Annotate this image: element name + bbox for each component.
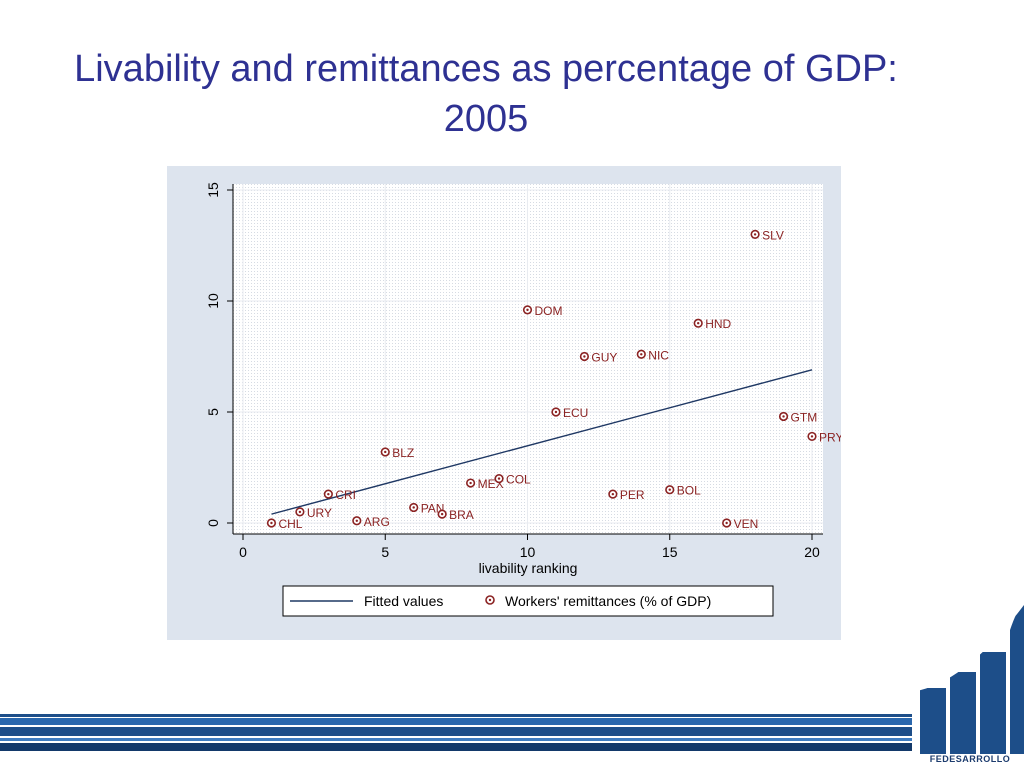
point-label-blz: BLZ [392, 446, 414, 460]
legend-label-fitted-values: Fitted values [364, 593, 443, 609]
point-center-hnd [697, 322, 700, 325]
slide-title: Livability and remittances as percentage… [74, 48, 898, 140]
point-center-guy [583, 355, 586, 358]
y-tick-label-15: 15 [205, 182, 221, 198]
point-center-ecu [554, 410, 558, 414]
point-label-slv: SLV [762, 228, 784, 242]
point-center-per [611, 492, 615, 496]
point-label-dom: DOM [535, 304, 563, 318]
point-center-gtm [782, 415, 785, 418]
axis-ticks: 0 5 10 15 20 0 5 10 15 [205, 182, 820, 560]
point-label-pry: PRY [819, 430, 841, 444]
point-label-arg: ARG [364, 515, 390, 529]
legend: Fitted values Workers' remittances (% of… [282, 585, 774, 617]
point-label-guy: GUY [591, 351, 617, 365]
point-center-mex [469, 481, 472, 485]
x-axis-label: livability ranking [479, 560, 578, 576]
point-center-ven [725, 521, 728, 525]
point-label-ecu: ECU [563, 406, 588, 420]
y-tick-label-0: 0 [205, 519, 221, 527]
point-label-hnd: HND [705, 317, 731, 331]
x-tick-label-5: 5 [381, 544, 389, 560]
point-label-chl: CHL [278, 517, 302, 531]
point-center-bra [440, 512, 444, 516]
x-tick-label-20: 20 [804, 544, 820, 560]
point-center-nic [640, 353, 643, 356]
point-center-slv [753, 233, 757, 236]
footer-stripes [0, 714, 912, 751]
point-label-col: COL [506, 473, 531, 487]
x-tick-label-15: 15 [662, 544, 678, 560]
point-center-blz [384, 450, 387, 454]
point-center-bol [668, 488, 671, 491]
fedesarrollo-logo [916, 600, 1024, 754]
point-center-chl [270, 521, 273, 525]
point-label-ury: URY [307, 506, 332, 520]
brand-name: FEDESARROLLO [929, 754, 1011, 764]
point-label-gtm: GTM [791, 410, 818, 424]
point-center-col [497, 477, 501, 480]
legend-box [282, 585, 774, 617]
y-tick-label-5: 5 [205, 408, 221, 416]
point-label-nic: NIC [648, 348, 669, 362]
point-label-cri: CRI [335, 488, 356, 502]
point-center-pry [810, 435, 814, 438]
point-label-per: PER [620, 488, 645, 502]
fitted-values-line [271, 369, 813, 515]
legend-swatch-marker-dot [488, 598, 492, 602]
x-tick-label-10: 10 [520, 544, 536, 560]
legend-label-remittances: Workers' remittances (% of GDP) [505, 593, 711, 609]
point-center-dom [526, 308, 529, 312]
chart-panel: 0 5 10 15 20 0 5 10 15 CHL URY CRI ARG BLZ PAN BRA MEX C… [167, 166, 841, 640]
point-label-bra: BRA [449, 508, 474, 522]
x-tick-label-0: 0 [239, 544, 247, 560]
point-center-arg [355, 519, 358, 522]
point-center-ury [298, 510, 302, 514]
point-center-cri [327, 492, 330, 496]
point-center-pan [412, 506, 415, 509]
y-tick-label-10: 10 [205, 293, 221, 309]
fitted-line-layer [271, 369, 813, 515]
point-label-ven: VEN [734, 517, 759, 531]
point-label-bol: BOL [677, 484, 701, 498]
